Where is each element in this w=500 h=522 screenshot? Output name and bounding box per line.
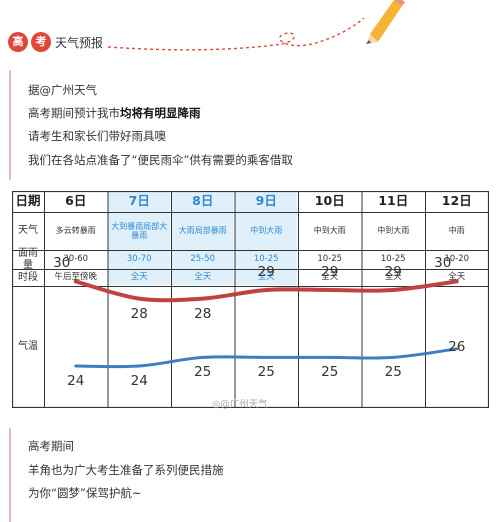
weibo-watermark: ◎@广州天气 (212, 396, 268, 410)
high-temp-label: 28 (194, 305, 212, 322)
low-temp-label: 26 (448, 338, 466, 355)
low-temp-line (74, 347, 459, 369)
high-temp-label: 29 (257, 264, 275, 280)
weibo-icon: ◎ (212, 399, 221, 410)
date-cell: 11日 (378, 193, 409, 209)
intro-block: 据@广州天气 高考期间预计我市均将有明显降雨 请考生和家长们带好雨具噢 我们在各… (9, 70, 491, 180)
rain-cell: 30-60 (63, 253, 89, 264)
date-cell: 6日 (65, 193, 87, 209)
badge-gao: 高 (8, 32, 28, 52)
weather-cell: 大到暴雨局部大暴雨 (111, 221, 168, 240)
period-cell: 全天 (257, 271, 275, 282)
pencil-icon (366, 0, 405, 44)
low-temp-label: 25 (194, 364, 212, 381)
period-cell: 午后至傍晚 (54, 271, 97, 282)
weather-cell: 中到大雨 (250, 226, 283, 236)
date-cell: 8日 (192, 193, 214, 209)
outro-line-1: 高考期间 (28, 439, 74, 453)
date-cell: 12日 (441, 193, 472, 209)
watermark-text: @广州天气 (220, 399, 268, 410)
period-cell: 全天 (321, 271, 339, 282)
high-temp-label: 29 (321, 264, 339, 280)
period-cell: 全天 (194, 271, 212, 282)
row-label-rain: 面雨量 (18, 248, 38, 271)
outro-line-3: 为你“圆梦”保驾护航~ (28, 486, 142, 500)
period-cell: 全天 (130, 271, 148, 282)
high-temp-label: 30 (53, 255, 71, 272)
intro-forecast: 高考期间预计我市均将有明显降雨 (28, 105, 201, 121)
low-temp-label: 24 (130, 373, 148, 389)
badge-kao: 考 (31, 32, 51, 52)
intro-forecast-prefix: 高考期间预计我市 (28, 106, 120, 120)
weather-cell: 中雨 (448, 226, 465, 236)
header-title: 天气预报 (55, 36, 104, 50)
low-temp-label: 25 (257, 364, 275, 381)
outro-block: 高考期间 羊角也为广大考生准备了系列便民措施 为你“圆梦”保驾护航~ (9, 428, 491, 522)
high-temp-label: 28 (130, 305, 148, 322)
row-label-period: 时段 (18, 271, 38, 283)
date-cell: 10日 (314, 193, 345, 209)
weather-cell: 大雨局部暴雨 (178, 226, 227, 236)
rain-cell: 10-25 (380, 253, 406, 264)
forecast-table: 日期天气面雨量 时段气温 6日多云转暴雨 30-60 午后至傍晚 7日大到暴雨局部大暴雨 3… (12, 191, 489, 408)
outro-line-2: 羊角也为广大考生准备了系列便民措施 (28, 463, 224, 477)
row-label-temp: 气温 (18, 341, 38, 353)
high-temp-line (73, 279, 459, 303)
weather-cell: 中到大雨 (313, 226, 346, 236)
header: 高 考 天气预报 (0, 0, 500, 60)
intro-umbrella: 我们在各站点准备了“便民雨伞”供有需要的乘客借取 (28, 153, 293, 167)
pencil-decoration (107, 0, 405, 51)
forecast-table-grid (12, 191, 489, 408)
date-cell: 9日 (255, 193, 277, 209)
rain-cell: 10-25 (317, 253, 343, 264)
intro-reminder: 请考生和家长们带好雨具噢 (28, 129, 166, 143)
intro-forecast-bold: 均将有明显降雨 (120, 106, 201, 120)
rain-cell: 10-25 (253, 253, 279, 264)
date-cell: 7日 (128, 193, 150, 209)
low-temp-label: 25 (384, 364, 402, 381)
low-temp-label: 24 (67, 373, 85, 389)
rain-cell: 30-70 (126, 253, 152, 264)
period-cell: 全天 (384, 271, 402, 282)
high-temp-label: 29 (384, 264, 402, 280)
period-cell: 全天 (448, 271, 466, 282)
row-label-weather: 天气 (18, 225, 38, 237)
weather-cell: 多云转暴雨 (55, 226, 96, 236)
rain-cell: 10-20 (444, 253, 470, 264)
low-temp-label: 25 (321, 364, 339, 381)
row-label-date: 日期 (15, 193, 41, 209)
high-temp-label: 30 (434, 255, 452, 272)
rain-cell: 25-50 (190, 253, 216, 264)
intro-source: 据@广州天气 (28, 83, 97, 97)
weather-cell: 中到大雨 (377, 226, 410, 236)
